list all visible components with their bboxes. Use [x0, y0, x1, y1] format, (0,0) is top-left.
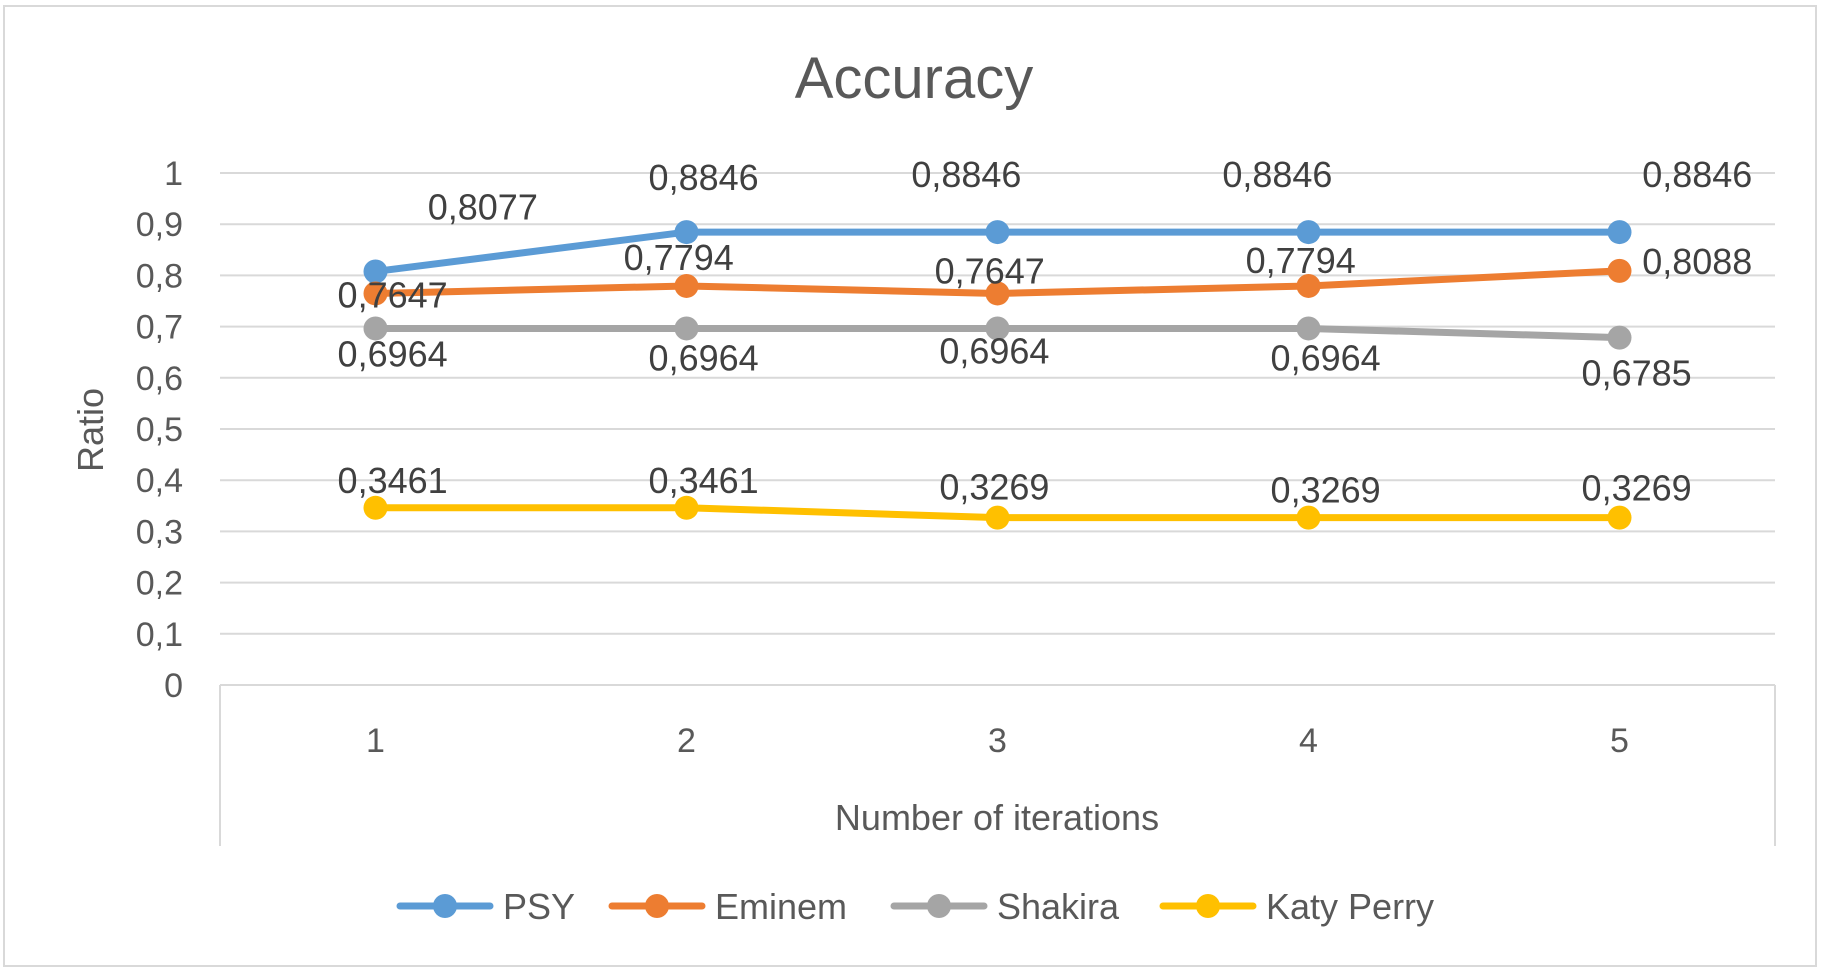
data-point: [985, 316, 1010, 341]
legend-label: Shakira: [997, 886, 1120, 927]
y-tick-label: 0,9: [136, 206, 183, 244]
x-tick-label: 4: [1299, 722, 1318, 760]
data-point: [1607, 325, 1632, 350]
legend-label: PSY: [503, 886, 575, 927]
data-point: [363, 316, 388, 341]
legend-label: Katy Perry: [1266, 886, 1434, 927]
y-tick-label: 0: [164, 667, 183, 705]
y-tick-label: 0,6: [136, 360, 183, 398]
x-tick-label: 1: [366, 722, 385, 760]
data-label: 0,6964: [939, 330, 1049, 371]
data-point: [674, 316, 699, 341]
data-labels-layer: 0,8077 0,8846 0,8846 0,8846 0,8846 0,7647 0,77…: [338, 154, 1753, 511]
y-tick-label: 0,7: [136, 309, 183, 347]
data-label: 0,3269: [1582, 468, 1692, 509]
data-point: [363, 495, 388, 520]
chart-title: Accuracy: [795, 46, 1034, 111]
legend-swatch-marker: [645, 894, 669, 918]
series-layer: [363, 220, 1632, 530]
y-axis-title: Ratio: [70, 388, 111, 472]
chart-frame: [3, 5, 1817, 967]
data-label: 0,3269: [939, 467, 1049, 508]
data-label: 0,7647: [935, 250, 1045, 291]
legend-swatch-marker: [1196, 894, 1220, 918]
data-point: [1296, 273, 1321, 298]
data-label: 0,8846: [911, 154, 1021, 195]
y-tick-label: 0,5: [136, 411, 183, 449]
data-point: [674, 273, 699, 298]
x-tick-label: 2: [677, 722, 696, 760]
legend-swatch-marker: [927, 894, 951, 918]
data-label: 0,8077: [428, 186, 538, 227]
data-label: 0,6964: [1271, 337, 1381, 378]
x-axis-ticks: 1 2 3 4 5: [366, 722, 1629, 760]
legend-swatch-marker: [433, 894, 457, 918]
data-label: 0,8846: [1222, 154, 1332, 195]
data-label: 0,3461: [338, 460, 448, 501]
data-point: [1296, 505, 1321, 530]
data-point: [674, 495, 699, 520]
data-point: [674, 220, 699, 245]
y-tick-label: 0,8: [136, 257, 183, 295]
x-axis-title: Number of iterations: [835, 797, 1159, 838]
legend: PSY Eminem Shakira Katy Perry: [396, 886, 1434, 927]
data-point: [985, 505, 1010, 530]
y-tick-label: 0,3: [136, 513, 183, 551]
x-tick-label: 3: [988, 722, 1007, 760]
x-tick-label: 5: [1610, 722, 1629, 760]
data-label: 0,6785: [1582, 353, 1692, 394]
data-label: 0,8088: [1642, 241, 1752, 282]
data-label: 0,7794: [624, 237, 734, 278]
data-label: 0,7794: [1246, 240, 1356, 281]
data-point: [1296, 316, 1321, 341]
data-point: [363, 281, 388, 306]
data-point: [1607, 220, 1632, 245]
y-tick-label: 0,4: [136, 462, 183, 500]
data-label: 0,6964: [649, 337, 759, 378]
y-tick-label: 1: [164, 155, 183, 193]
data-point: [985, 281, 1010, 306]
data-label: 0,8846: [1642, 154, 1752, 195]
data-point: [363, 259, 388, 284]
data-label: 0,3461: [649, 460, 759, 501]
data-label: 0,6964: [338, 333, 448, 374]
data-label: 0,8846: [649, 157, 759, 198]
legend-label: Eminem: [715, 886, 847, 927]
data-point: [985, 220, 1010, 245]
data-point: [1607, 258, 1632, 283]
data-label: 0,3269: [1271, 470, 1381, 511]
y-tick-label: 0,2: [136, 565, 183, 603]
data-label: 0,7647: [338, 274, 448, 315]
y-tick-label: 0,1: [136, 616, 183, 654]
data-point: [1607, 505, 1632, 530]
y-axis-ticks: 0 0,1 0,2 0,3 0,4 0,5 0,6 0,7 0,8 0,9 1: [136, 155, 183, 705]
data-point: [1296, 220, 1321, 245]
